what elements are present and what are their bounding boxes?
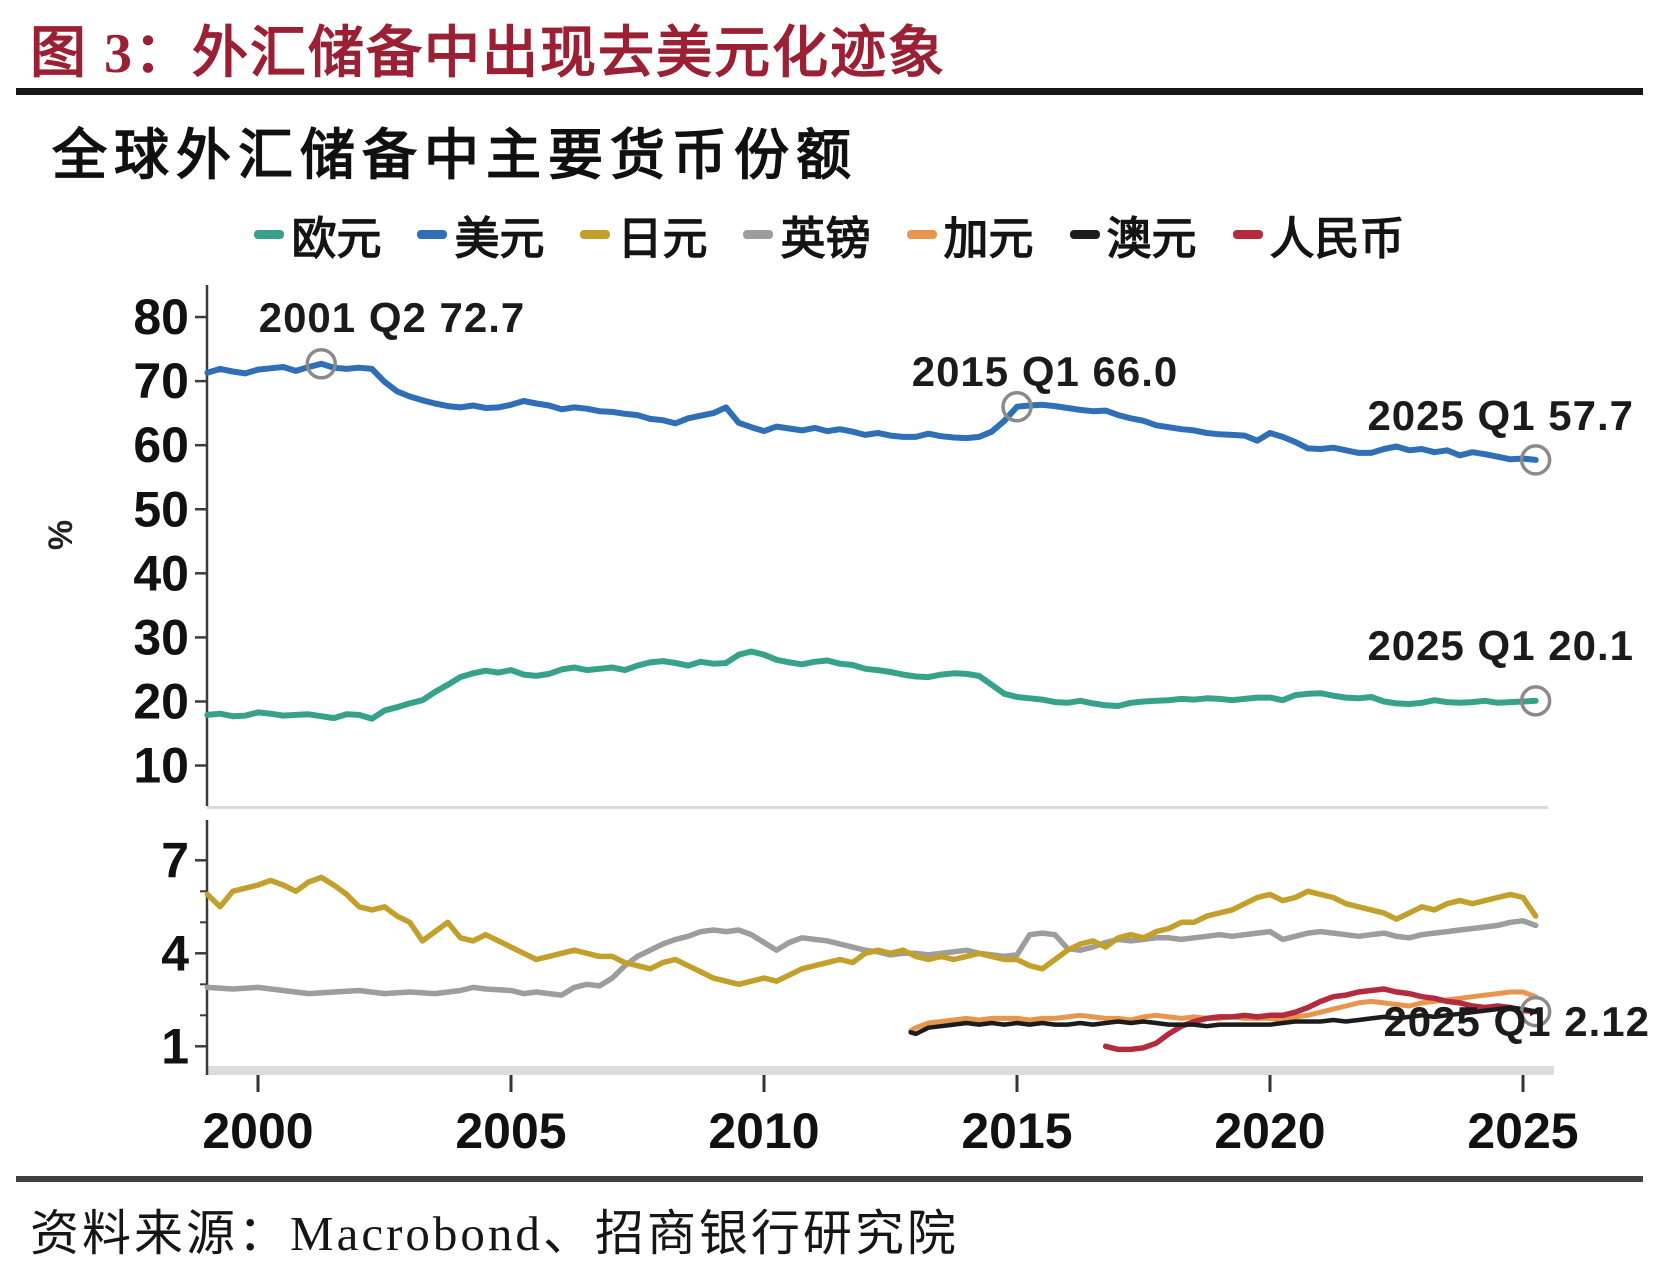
x-tick-label: 2020	[1214, 1103, 1325, 1159]
y-tick-label-bottom: 1	[161, 1018, 189, 1074]
source-divider	[16, 1176, 1643, 1182]
chart-subtitle: 全球外汇储备中主要货币份额	[52, 125, 859, 186]
x-tick-label: 2025	[1467, 1103, 1578, 1159]
annotation-label-4: 2025 Q1 2.12	[1383, 998, 1650, 1045]
legend-item-cny: 人民币	[1232, 202, 1405, 267]
y-tick-label-top: 80	[133, 289, 189, 345]
annotation-marker-0	[305, 348, 337, 380]
legend-label-cad: 加元	[943, 214, 1034, 264]
series-gbp-line	[204, 918, 1539, 998]
annotation-label-0: 2001 Q2 72.7	[259, 294, 526, 341]
series-jpy-line	[204, 874, 1539, 988]
y-tick-label-top: 20	[133, 673, 189, 729]
y-tick-label-top: 60	[133, 417, 189, 473]
y-tick-label-top: 30	[133, 609, 189, 665]
legend-item-jpy: 日元	[580, 202, 707, 267]
source-text: 资料来源：Macrobond、招商银行研究院	[30, 1206, 959, 1261]
legend-label-aud: 澳元	[1106, 214, 1197, 264]
legend-item-aud: 澳元	[1069, 202, 1197, 267]
annotation-marker-3	[1519, 685, 1552, 717]
legend-label-gbp: 英镑	[780, 214, 871, 264]
legend-item-usd: 美元	[417, 202, 544, 267]
legend-swatch-cny	[1232, 230, 1263, 239]
annotation-label-2: 2025 Q1 57.7	[1367, 392, 1634, 439]
annotation-label-1: 2015 Q1 66.0	[912, 348, 1179, 395]
legend-item-eur: 欧元	[254, 202, 381, 267]
series-cny-line	[1102, 986, 1539, 1053]
legend: 欧元 美元 日元 英镑 加元 澳元 人民币	[0, 202, 1659, 267]
y-tick-label-bottom: 4	[161, 925, 189, 981]
figure-title: 图 3：外汇储备中出现去美元化迹象	[30, 23, 946, 85]
series-eur-line	[204, 648, 1539, 722]
legend-swatch-jpy	[580, 230, 611, 239]
x-tick-label: 2015	[961, 1103, 1072, 1159]
legend-swatch-aud	[1069, 230, 1100, 239]
title-underline	[16, 88, 1643, 95]
y-tick-label-top: 70	[133, 353, 189, 409]
legend-item-cad: 加元	[906, 202, 1034, 267]
legend-swatch-gbp	[743, 230, 774, 239]
y-tick-label-top: 40	[133, 545, 189, 601]
annotation-label-3: 2025 Q1 20.1	[1367, 622, 1634, 669]
legend-label-usd: 美元	[454, 214, 545, 264]
x-axis-line	[207, 1066, 1554, 1075]
y-axis-unit-label: %	[42, 520, 80, 550]
x-tick-label: 2005	[455, 1103, 566, 1159]
legend-swatch-usd	[417, 230, 448, 239]
x-tick-label: 2010	[708, 1103, 819, 1159]
annotation-marker-1	[1001, 390, 1033, 423]
legend-label-eur: 欧元	[291, 214, 382, 264]
annotation-marker-4	[1519, 995, 1552, 1028]
panel-divider	[207, 806, 1548, 809]
y-tick-label-top: 10	[133, 738, 189, 794]
annotation-marker-2	[1519, 444, 1552, 476]
legend-label-cny: 人民币	[1269, 214, 1405, 264]
x-tick-label: 2000	[202, 1103, 313, 1159]
y-tick-label-bottom: 7	[161, 832, 189, 888]
legend-swatch-eur	[254, 230, 285, 239]
legend-item-gbp: 英镑	[743, 202, 871, 267]
legend-label-jpy: 日元	[617, 214, 708, 264]
series-aud-line	[908, 1005, 1538, 1037]
series-usd-line	[204, 360, 1539, 463]
legend-swatch-cad	[906, 230, 937, 239]
y-tick-label-top: 50	[133, 481, 189, 537]
